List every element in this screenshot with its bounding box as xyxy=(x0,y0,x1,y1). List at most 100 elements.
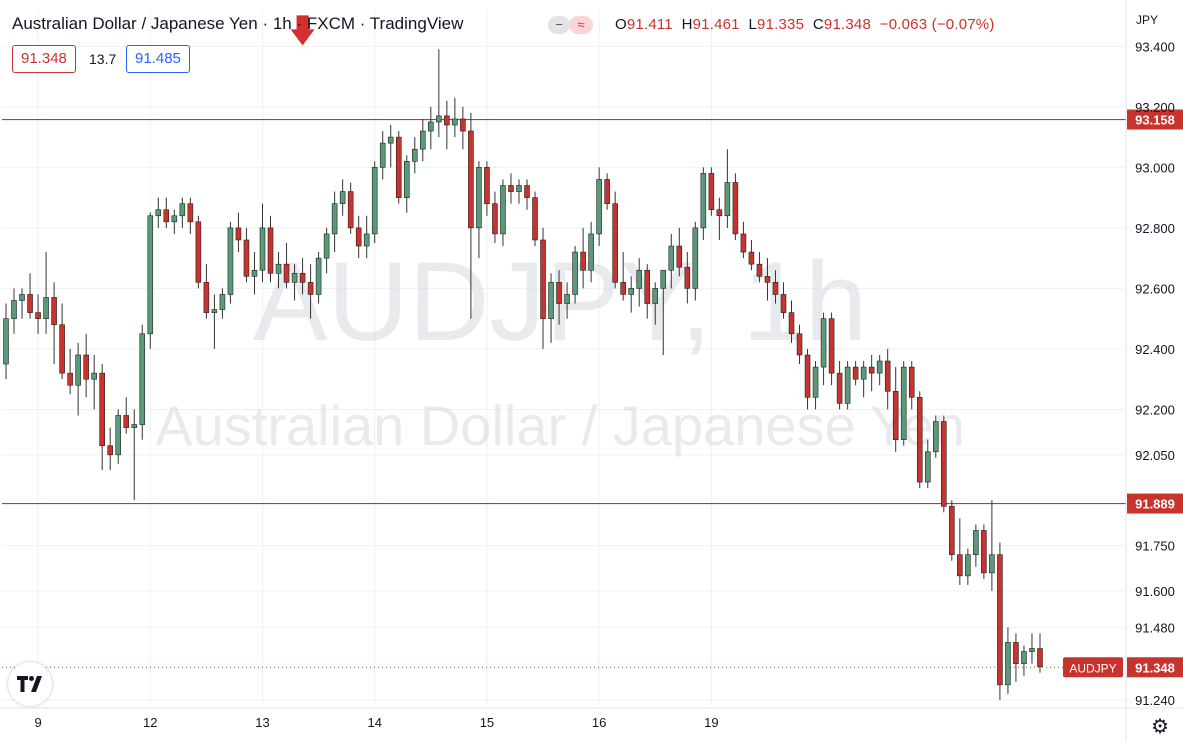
candle-up xyxy=(564,294,570,304)
candle-up xyxy=(131,424,138,428)
y-tick-label: 92.200 xyxy=(1135,402,1175,417)
candles xyxy=(3,49,1043,700)
grid xyxy=(2,10,1124,706)
candle-down xyxy=(267,227,274,274)
candle-down xyxy=(35,312,41,319)
horizontal-levels[interactable]: 93.158 91.889 AUDJPY 91.348 xyxy=(2,109,1183,678)
candle-down xyxy=(355,227,362,247)
candle-down xyxy=(804,354,811,398)
candle-up xyxy=(259,227,266,271)
bid-badge[interactable]: 91.348 xyxy=(12,45,76,73)
watermark: AUDJPY, 1h Australian Dollar / Japanese … xyxy=(155,239,964,457)
candle-up xyxy=(588,233,594,271)
candle-up xyxy=(43,297,49,319)
candle-down xyxy=(716,209,723,217)
candle-down xyxy=(644,269,651,304)
candle-up xyxy=(371,167,378,235)
wave-pill[interactable]: ≈ xyxy=(569,16,593,34)
candle-down xyxy=(884,360,891,392)
candle-up xyxy=(147,215,154,335)
y-tick-label: 93.000 xyxy=(1135,160,1175,175)
candle-down xyxy=(524,185,530,198)
candle-down xyxy=(981,530,987,574)
candle-down xyxy=(949,505,955,555)
symbol-tag-label: AUDJPY xyxy=(1069,661,1116,675)
candle-up xyxy=(251,269,258,277)
candle-down xyxy=(468,130,474,229)
candle-down xyxy=(836,372,843,404)
watermark-name: Australian Dollar / Japanese Yen xyxy=(155,394,964,457)
candle-down xyxy=(395,136,402,198)
candle-down xyxy=(444,115,450,126)
candle-down xyxy=(347,191,354,229)
candle-down xyxy=(748,251,755,265)
x-tick-label: 9 xyxy=(34,715,41,730)
candle-down xyxy=(508,185,514,192)
candle-up xyxy=(812,366,819,398)
candle-down xyxy=(764,275,771,283)
candle-up xyxy=(452,118,458,126)
candle-up xyxy=(428,121,434,132)
candle-up xyxy=(924,451,931,483)
candle-up xyxy=(379,142,386,168)
candle-down xyxy=(780,294,787,313)
candle-up xyxy=(476,167,482,229)
candle-up xyxy=(572,251,578,295)
candle-down xyxy=(908,366,915,398)
candle-up xyxy=(155,209,162,217)
time-axis[interactable]: 9 12 13 14 15 16 19 xyxy=(34,715,718,730)
candle-up xyxy=(652,288,659,304)
candle-up xyxy=(411,148,418,162)
candle-up xyxy=(1029,648,1035,652)
candle-up xyxy=(275,263,282,274)
gear-icon[interactable]: ⚙ xyxy=(1151,716,1169,738)
tradingview-logo-icon[interactable] xyxy=(8,662,52,706)
candle-up xyxy=(876,360,883,374)
currency-label[interactable]: JPY xyxy=(1136,13,1158,27)
change-value: −0.063 (−0.07%) xyxy=(879,16,995,33)
candle-up xyxy=(724,182,731,217)
candle-down xyxy=(756,263,763,277)
candle-down xyxy=(892,390,899,441)
candle-up xyxy=(989,554,995,574)
level-price-tag xyxy=(1127,109,1183,130)
candle-up xyxy=(291,272,298,283)
y-tick-label: 91.480 xyxy=(1135,620,1175,635)
candle-down xyxy=(307,282,314,295)
candle-up xyxy=(179,203,186,217)
high-label: H xyxy=(681,16,693,33)
symbol-title[interactable]: Australian Dollar / Japanese Yen · 1h · … xyxy=(12,14,464,33)
candle-down xyxy=(580,251,586,271)
candle-down xyxy=(187,203,194,223)
candle-up xyxy=(363,233,370,247)
candle-down xyxy=(957,554,963,577)
wave-icon: ≈ xyxy=(577,17,585,32)
candle-up xyxy=(636,269,643,289)
candle-up xyxy=(11,300,17,319)
candle-up xyxy=(844,366,851,404)
candle-down xyxy=(163,209,170,223)
y-tick-label: 91.240 xyxy=(1135,693,1175,708)
x-tick-label: 15 xyxy=(480,715,494,730)
candle-up xyxy=(932,421,939,453)
candle-down xyxy=(83,354,89,380)
candle-up xyxy=(339,191,346,204)
y-tick-label: 92.600 xyxy=(1135,281,1175,296)
candle-up xyxy=(516,185,522,192)
y-tick-label: 91.750 xyxy=(1135,539,1175,554)
minus-icon: − xyxy=(555,17,563,32)
candle-up xyxy=(973,530,979,555)
price-axis[interactable]: 93.400 93.200 93.000 92.800 92.600 92.400 92.2… xyxy=(1135,39,1175,708)
candle-up xyxy=(596,179,602,235)
minus-pill[interactable]: − xyxy=(548,16,570,34)
candle-down xyxy=(684,266,691,289)
candle-down xyxy=(796,333,803,356)
candle-down xyxy=(532,197,538,241)
candle-up xyxy=(628,288,634,295)
candle-down xyxy=(604,179,610,204)
ask-badge[interactable]: 91.485 xyxy=(126,45,190,73)
candle-up xyxy=(91,372,97,380)
candle-up xyxy=(387,136,394,144)
